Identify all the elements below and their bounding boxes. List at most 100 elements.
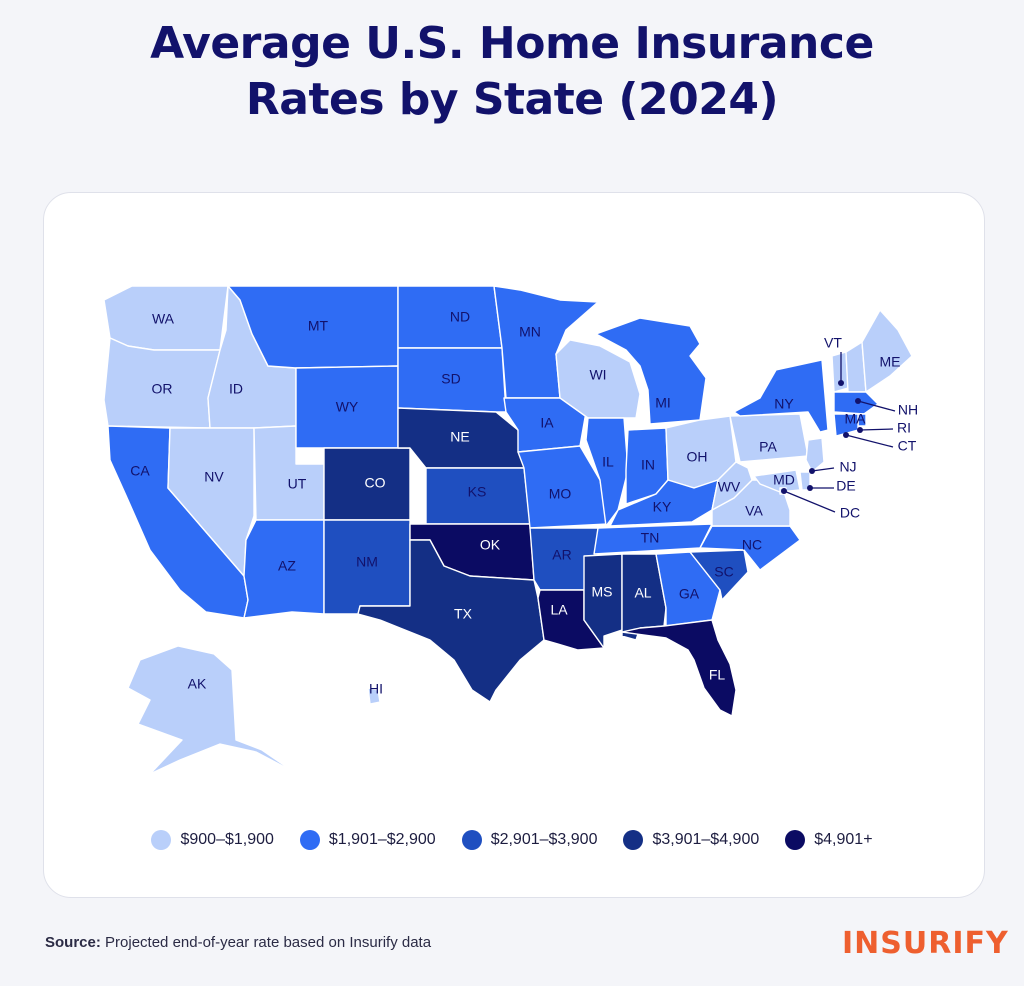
state-label-oh: OH bbox=[687, 449, 708, 465]
state-nj bbox=[805, 437, 825, 473]
state-wi bbox=[555, 339, 641, 419]
state-label-mt: MT bbox=[308, 318, 329, 334]
state-label-nd: ND bbox=[450, 309, 470, 325]
state-label-or: OR bbox=[152, 381, 173, 397]
state-hi bbox=[367, 687, 381, 705]
legend-swatch bbox=[461, 830, 482, 850]
state-label-fl: FL bbox=[709, 667, 726, 683]
state-label-tn: TN bbox=[641, 530, 660, 546]
state-label-la: LA bbox=[550, 602, 568, 618]
state-label-az: AZ bbox=[278, 558, 296, 574]
callout-line-dc bbox=[783, 490, 836, 513]
state-fl bbox=[621, 619, 737, 717]
state-label-ga: GA bbox=[679, 586, 700, 602]
state-label-me: ME bbox=[880, 354, 901, 370]
state-mi bbox=[595, 317, 707, 425]
state-label-ne: NE bbox=[450, 429, 469, 445]
legend-swatch bbox=[151, 830, 172, 850]
state-label-ca: CA bbox=[130, 463, 150, 479]
state-label-tx: TX bbox=[454, 606, 473, 622]
state-label-id: ID bbox=[229, 381, 243, 397]
callout-dot-de bbox=[807, 485, 813, 491]
callout-line-nj bbox=[811, 467, 835, 472]
state-label-mi: MI bbox=[655, 395, 671, 411]
state-label-sc: SC bbox=[714, 564, 733, 580]
callout-line-ct bbox=[845, 434, 894, 448]
callout-line-nh bbox=[857, 400, 896, 412]
legend-item: $3,901–$4,900 bbox=[623, 830, 759, 850]
source-text: Projected end-of-year rate based on Insu… bbox=[105, 934, 432, 951]
page-title: Average U.S. Home Insurance Rates by Sta… bbox=[0, 16, 1024, 128]
state-label-ut: UT bbox=[288, 476, 307, 492]
legend-label: $900–$1,900 bbox=[180, 831, 274, 848]
state-label-sd: SD bbox=[441, 371, 460, 387]
state-label-mo: MO bbox=[549, 486, 572, 502]
legend-item: $2,901–$3,900 bbox=[461, 830, 598, 850]
state-label-dc: DC bbox=[840, 505, 860, 521]
state-label-nm: NM bbox=[356, 554, 378, 570]
state-label-il: IL bbox=[602, 454, 614, 470]
state-mn bbox=[493, 285, 599, 399]
state-tx bbox=[357, 539, 545, 703]
state-ak bbox=[127, 645, 295, 775]
legend-item: $1,901–$2,900 bbox=[299, 830, 436, 850]
state-ny bbox=[733, 359, 829, 433]
callout-line-ri bbox=[859, 428, 894, 431]
state-me bbox=[861, 309, 913, 393]
callout-dot-ct bbox=[843, 432, 849, 438]
legend-label: $4,901+ bbox=[814, 831, 873, 848]
state-label-mn: MN bbox=[519, 324, 541, 340]
legend-swatch bbox=[785, 830, 806, 850]
states-layer bbox=[103, 285, 913, 775]
state-label-ct: CT bbox=[898, 438, 917, 454]
state-label-ms: MS bbox=[592, 584, 613, 600]
state-label-ks: KS bbox=[468, 484, 487, 500]
source-note: Source: Projected end-of-year rate based… bbox=[45, 934, 431, 951]
labels-layer: WA OR CA ID NV UT AZ MT WY CO NM ND SD NE KS OK TX MN IA MO… bbox=[130, 309, 918, 697]
callout-dot-nh bbox=[855, 398, 861, 404]
title-line-2: Rates by State (2024) bbox=[245, 74, 779, 125]
state-label-ar: AR bbox=[552, 547, 571, 563]
state-label-nh: NH bbox=[898, 402, 918, 418]
state-label-wi: WI bbox=[589, 367, 606, 383]
legend-swatch bbox=[299, 830, 320, 850]
source-label: Source: bbox=[45, 934, 101, 951]
state-sc bbox=[689, 549, 749, 601]
state-label-wa: WA bbox=[152, 311, 175, 327]
state-md bbox=[753, 469, 801, 493]
state-label-ok: OK bbox=[480, 537, 501, 553]
callout-dot-vt bbox=[838, 380, 844, 386]
state-label-ma: MA bbox=[845, 411, 867, 427]
legend-item: $4,901+ bbox=[785, 830, 873, 850]
callout-dot-nj bbox=[809, 468, 815, 474]
state-label-vt: VT bbox=[824, 335, 842, 351]
state-label-in: IN bbox=[641, 457, 655, 473]
title-line-1: Average U.S. Home Insurance bbox=[150, 18, 874, 69]
state-label-va: VA bbox=[745, 503, 763, 519]
legend-label: $1,901–$2,900 bbox=[328, 831, 436, 848]
legend-label: $2,901–$3,900 bbox=[490, 831, 598, 848]
state-wv bbox=[711, 461, 753, 511]
state-label-ky: KY bbox=[653, 499, 672, 515]
legend-item: $900–$1,900 bbox=[151, 830, 274, 850]
state-il bbox=[585, 417, 629, 527]
state-label-ak: AK bbox=[188, 676, 207, 692]
state-label-pa: PA bbox=[759, 439, 777, 455]
legend-label: $3,901–$4,900 bbox=[652, 831, 760, 848]
callout-dot-dc bbox=[781, 488, 787, 494]
state-label-nj: NJ bbox=[839, 459, 856, 475]
state-sd bbox=[397, 347, 507, 413]
state-label-de: DE bbox=[836, 478, 855, 494]
insurify-logo: INSURIFY bbox=[842, 926, 1009, 961]
state-label-md: MD bbox=[773, 472, 795, 488]
state-label-nc: NC bbox=[742, 537, 762, 553]
state-label-hi: HI bbox=[369, 681, 383, 697]
state-label-ri: RI bbox=[897, 420, 911, 436]
state-label-ny: NY bbox=[774, 396, 794, 412]
legend: $900–$1,900 $1,901–$2,900 $2,901–$3,900 $3,… bbox=[0, 830, 1024, 850]
state-label-co: CO bbox=[365, 475, 386, 491]
state-label-al: AL bbox=[634, 585, 651, 601]
state-label-wy: WY bbox=[336, 399, 359, 415]
callout-dot-ri bbox=[857, 427, 863, 433]
